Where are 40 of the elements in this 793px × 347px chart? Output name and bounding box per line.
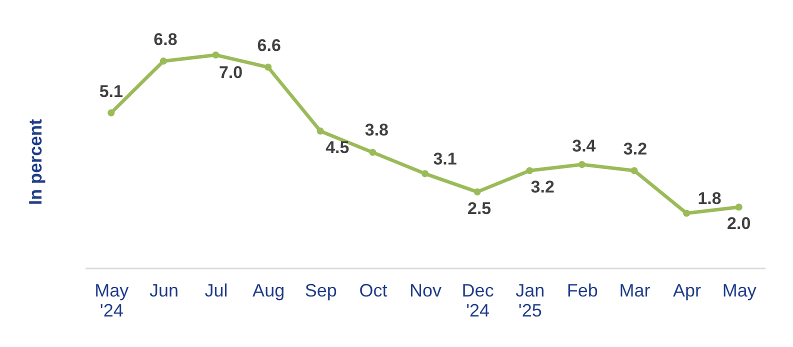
x-tick-label: Apr <box>673 280 702 300</box>
x-tick-label: Jan '25 <box>516 280 545 320</box>
point <box>212 51 220 59</box>
point <box>578 161 586 168</box>
point <box>160 58 167 65</box>
point <box>526 167 534 174</box>
data-label: 7.0 <box>218 63 243 82</box>
x-tick-label: Mar <box>619 280 650 300</box>
point <box>421 170 429 178</box>
point <box>683 210 690 217</box>
x-tick-label: May '24 <box>94 280 129 320</box>
data-label: 3.2 <box>530 178 554 197</box>
point <box>264 64 272 71</box>
x-tick-label: Aug <box>252 280 285 300</box>
x-tick-label: Jun <box>149 280 178 300</box>
data-label: 3.4 <box>572 136 596 156</box>
point <box>316 128 324 135</box>
data-label: 4.5 <box>326 138 350 158</box>
point <box>474 188 481 196</box>
x-tick-label: Feb <box>566 280 598 300</box>
x-tick-label: Oct <box>359 280 388 300</box>
point <box>108 109 115 116</box>
data-label: 6.6 <box>257 36 281 56</box>
data-label: 5.1 <box>99 82 123 101</box>
point <box>369 148 376 156</box>
x-tick-label: Jul <box>204 280 228 300</box>
data-label: 3.1 <box>433 150 457 169</box>
point <box>735 204 742 211</box>
x-tick-label: Nov <box>409 280 442 300</box>
y-axis-title: In percent <box>26 118 46 206</box>
x-tick-label: Sep <box>304 280 337 300</box>
data-label: 2.5 <box>467 198 492 218</box>
x-tick-label: Dec '24 <box>462 280 494 320</box>
data-label: 2.0 <box>727 214 751 234</box>
x-tick-label: May <box>722 280 756 300</box>
data-label: 1.8 <box>698 189 722 208</box>
data-label: 6.8 <box>154 30 178 50</box>
point <box>630 167 638 174</box>
data-label: 3.8 <box>364 120 389 140</box>
data-label: 3.2 <box>623 140 648 159</box>
